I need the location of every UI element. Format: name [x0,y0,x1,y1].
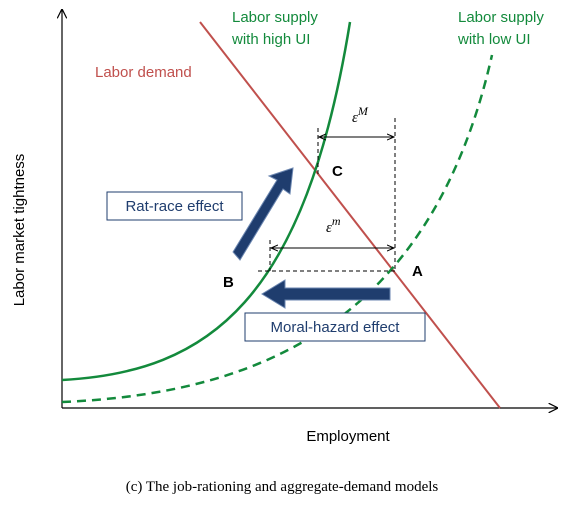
moral-hazard-label: Moral-hazard effect [271,319,401,336]
supply-high-label: with high UI [231,31,310,48]
x-axis-label: Employment [306,428,390,445]
moral-hazard-arrow [261,279,391,309]
labor-demand-label: Labor demand [95,64,192,81]
supply-high-label: Labor supply [232,9,318,26]
labor-demand-line [199,21,501,409]
supply-low-label: with low UI [457,31,531,48]
point-a: A [412,263,423,280]
gap-lower-label: εm [326,214,341,236]
rat-race-arrow [232,167,294,261]
gap-upper-label: εM [352,104,369,126]
supply-low-curve [61,54,494,404]
rat-race-label: Rat-race effect [125,198,224,215]
point-b: B [223,274,234,291]
point-c: C [332,163,343,180]
moral-hazard-box [244,312,426,342]
rat-race-box [106,191,243,221]
caption: (c) The job-rationing and aggregate-dema… [126,479,439,495]
supply-low-label: Labor supply [458,9,544,26]
supply-high-curve [61,21,352,382]
y-axis-label: Labor market tightness [11,154,28,307]
